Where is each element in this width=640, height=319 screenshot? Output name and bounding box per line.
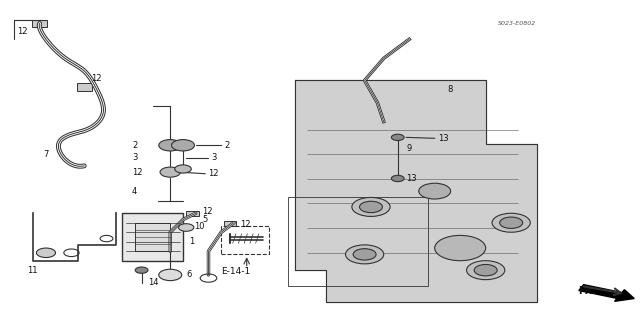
Text: E-14-1: E-14-1	[221, 267, 250, 276]
Text: 13: 13	[406, 174, 417, 183]
Bar	[186, 211, 199, 216]
Text: 12: 12	[202, 207, 212, 216]
Text: 2: 2	[132, 141, 137, 150]
Circle shape	[36, 248, 56, 257]
Circle shape	[435, 235, 486, 261]
Text: 12: 12	[209, 169, 219, 178]
Text: 7: 7	[43, 150, 48, 159]
Bar	[221, 226, 269, 254]
Text: 10: 10	[195, 222, 205, 231]
Text: FR.: FR.	[578, 286, 596, 296]
Text: 11: 11	[27, 266, 37, 275]
Circle shape	[392, 134, 404, 141]
Text: 12: 12	[241, 220, 251, 229]
Bar	[122, 213, 183, 261]
Text: 6: 6	[186, 271, 191, 279]
Text: 13: 13	[438, 134, 449, 143]
Text: 8: 8	[447, 85, 453, 94]
Circle shape	[160, 167, 180, 177]
Circle shape	[159, 140, 182, 151]
Circle shape	[353, 249, 376, 260]
Circle shape	[467, 261, 505, 280]
Circle shape	[175, 165, 191, 173]
Bar	[77, 83, 92, 91]
Bar	[135, 223, 170, 251]
Circle shape	[159, 269, 182, 281]
Circle shape	[360, 201, 383, 213]
Circle shape	[419, 183, 451, 199]
Text: 3: 3	[212, 153, 217, 162]
Circle shape	[352, 197, 390, 216]
Text: 4: 4	[132, 187, 137, 196]
Circle shape	[135, 267, 148, 273]
Circle shape	[492, 213, 531, 232]
Circle shape	[474, 264, 497, 276]
Text: 1: 1	[189, 237, 195, 246]
Text: 2: 2	[225, 141, 230, 150]
Text: 14: 14	[148, 278, 159, 287]
Circle shape	[172, 140, 195, 151]
Polygon shape	[294, 80, 537, 302]
Bar	[32, 20, 47, 27]
Text: 3: 3	[132, 153, 138, 162]
Text: 12: 12	[132, 168, 143, 177]
Text: 5: 5	[202, 215, 207, 224]
FancyArrow shape	[579, 285, 634, 301]
Text: S023-E0802: S023-E0802	[499, 21, 537, 26]
Circle shape	[500, 217, 523, 228]
Circle shape	[346, 245, 384, 264]
Circle shape	[179, 224, 194, 231]
Text: 12: 12	[91, 74, 101, 83]
Bar	[288, 197, 428, 286]
Circle shape	[392, 175, 404, 182]
Text: 12: 12	[17, 27, 28, 36]
Bar	[225, 221, 236, 226]
Text: 9: 9	[406, 144, 412, 153]
